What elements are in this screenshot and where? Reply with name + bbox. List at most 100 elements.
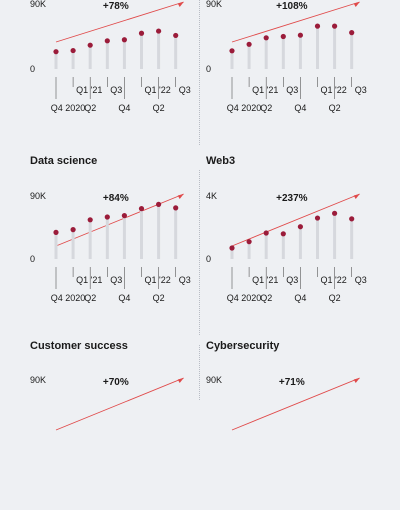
data-point [53,49,59,55]
growth-annotation: +71% [279,377,305,388]
trend-arrow-line [55,1,184,43]
x-tick-label: Q1 '22 [321,85,347,95]
x-tick-label: Q3 [355,275,367,285]
data-point [138,30,145,36]
panel-divider [199,0,200,145]
x-tick-label: Q2 [84,103,96,113]
x-tick-label: Q1 '22 [321,275,347,285]
data-point [121,37,127,43]
x-tick-label: Q3 [110,275,122,285]
x-tick-label: Q3 [179,85,191,95]
data-point [280,231,286,237]
panel-divider [199,170,200,335]
chart-panel: Data science 0 90K +84% Q1 '21 Q3 Q1 '22 Q3 Q4 2… [30,0,210,303]
data-point [156,201,162,207]
x-tick-label: Q2 [153,103,165,113]
data-point [53,229,59,235]
chart-panel: Web3 0 4K +237% Q1 '21 Q3 Q1 '22 Q3 Q4 2020 Q2 Q4 Q… [206,0,386,303]
data-point [87,217,93,223]
x-tick-label: Q2 [329,103,341,113]
data-point [280,33,286,40]
y-tick-label: 90K [30,0,46,9]
y-tick-label: 90K [30,375,46,385]
trend-arrow-head [177,378,184,383]
data-point [104,38,110,44]
chart-title: Web3 [206,155,236,167]
x-tick-label: Q2 [260,103,272,113]
trend-arrow-head [353,378,360,383]
data-point [138,206,145,212]
data-point [229,245,235,251]
x-tick-label: Q1 '21 [252,275,278,285]
y-tick-label: 0 [30,254,35,264]
trend-arrow-head [353,194,360,199]
data-point [349,30,355,36]
data-point [314,215,321,221]
y-tick-label: 4K [206,191,217,201]
y-tick-label: 0 [30,64,35,74]
data-point [246,41,252,47]
data-point [229,48,235,54]
y-tick-label: 90K [206,0,222,9]
x-tick-label: Q3 [286,85,298,95]
data-point [121,213,127,219]
trend-arrow-line [231,1,360,43]
x-tick-label: Q1 '21 [252,85,278,95]
data-point [104,214,110,220]
trend-arrow-head [177,194,184,199]
data-point [70,227,76,233]
data-point [332,210,338,216]
x-tick-label: Q4 [118,103,130,113]
growth-annotation: +108% [276,1,308,12]
data-point [297,224,303,230]
x-tick-label: Q1 '21 [76,85,102,95]
panel-divider [199,345,200,400]
x-tick-label: Q3 [110,85,122,95]
growth-annotation: +84% [103,193,129,204]
chart-panel: Cybersecurity 90K +71% [206,0,386,431]
data-point [173,205,179,211]
chart-title: Customer success [30,340,128,352]
chart-panel: Customer success 90K +70% [30,0,210,431]
growth-annotation: +78% [103,1,129,12]
x-tick-label: Q4 2020 [51,293,86,303]
data-point [246,239,252,245]
data-point [87,42,93,48]
chart-panel: 0 90K +78% Q1 '21 Q3 Q1 '22 Q3 Q4 2020 Q2 Q4 Q2 [30,0,210,185]
y-tick-label: 0 [206,64,211,74]
y-tick-label: 90K [30,191,46,201]
data-point [332,23,338,29]
chart-grid: 0 90K +78% Q1 '21 Q3 Q1 '22 Q3 Q4 2020 Q2 Q4 Q2 0 90… [30,0,386,431]
data-point [156,28,162,34]
x-tick-label: Q2 [329,293,341,303]
x-tick-label: Q2 [260,293,272,303]
x-tick-label: Q3 [179,275,191,285]
x-tick-label: Q2 [84,293,96,303]
x-tick-label: Q1 '21 [76,275,102,285]
chart-title: Data science [30,155,98,167]
y-tick-label: 90K [206,375,222,385]
data-point [263,230,269,236]
data-point [297,32,303,38]
data-point [70,47,76,54]
x-tick-label: Q4 2020 [51,103,86,113]
trend-arrow-head [353,2,360,7]
data-point [314,23,321,29]
chart-svg: 90K +70% [30,375,184,431]
growth-annotation: +70% [103,377,129,388]
trend-arrow-head [177,2,184,7]
x-tick-label: Q1 '22 [145,85,171,95]
x-tick-label: Q4 [294,293,306,303]
growth-annotation: +237% [276,193,308,204]
x-tick-label: Q3 [286,275,298,285]
x-tick-label: Q4 [294,103,306,113]
chart-panel: 0 90K +108% Q1 '21 Q3 Q1 '22 Q3 Q4 2020 Q2 Q4 Q2 [206,0,386,185]
data-point [263,35,269,41]
trend-arrow-line [231,193,360,247]
x-tick-label: Q1 '22 [145,275,171,285]
trend-arrow-line [55,193,184,247]
